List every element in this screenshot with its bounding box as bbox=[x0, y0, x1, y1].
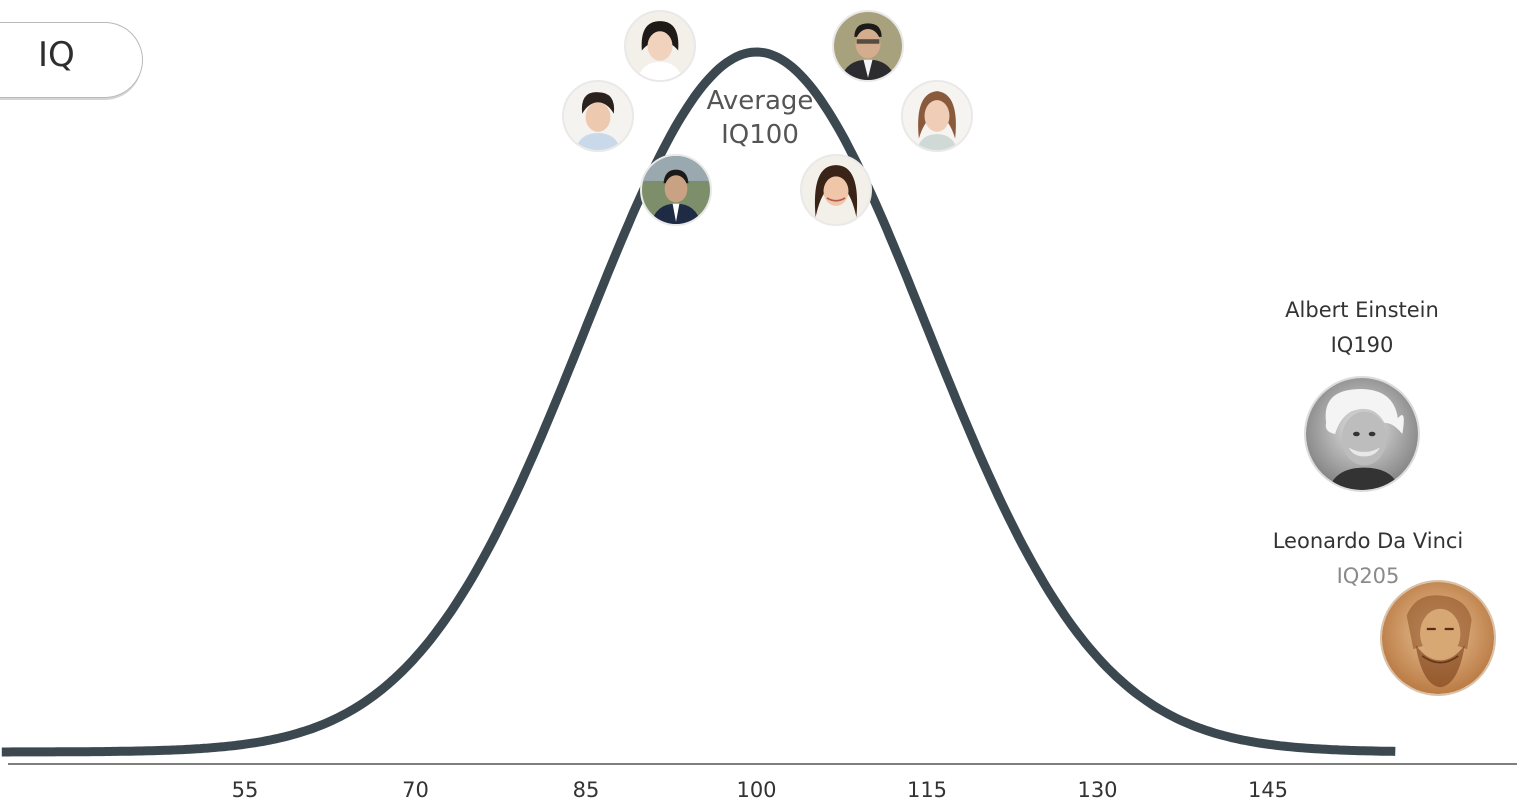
x-tick-label-115: 115 bbox=[907, 778, 947, 802]
x-tick-labels: 55 70 85 100 115 130 145 bbox=[232, 778, 1288, 802]
x-tick-label-145: 145 bbox=[1248, 778, 1288, 802]
person-avatar-6 bbox=[800, 154, 872, 226]
person-avatar-3 bbox=[640, 154, 712, 226]
davinci-portrait bbox=[1380, 580, 1496, 696]
einstein-iq: IQ190 bbox=[1330, 333, 1394, 357]
person-avatar-5 bbox=[901, 80, 973, 152]
title-tab-label: IQ bbox=[38, 35, 75, 75]
davinci-iq: IQ205 bbox=[1336, 564, 1400, 588]
average-line2: IQ100 bbox=[721, 120, 799, 150]
x-tick-label-85: 85 bbox=[573, 778, 600, 802]
average-annotation: Average IQ100 bbox=[700, 84, 820, 152]
person-avatar-1 bbox=[624, 10, 696, 82]
title-tab bbox=[0, 22, 143, 98]
x-tick-label-130: 130 bbox=[1077, 778, 1117, 802]
davinci-name: Leonardo Da Vinci bbox=[1272, 529, 1464, 553]
einstein-name: Albert Einstein bbox=[1285, 298, 1439, 322]
x-tick-label-55: 55 bbox=[232, 778, 259, 802]
x-tick-label-100: 100 bbox=[736, 778, 776, 802]
person-avatar-4 bbox=[832, 10, 904, 82]
person-avatar-2 bbox=[562, 80, 634, 152]
x-tick-label-70: 70 bbox=[402, 778, 429, 802]
bell-curve-line bbox=[1, 47, 1396, 757]
average-line1: Average bbox=[706, 86, 814, 116]
einstein-portrait bbox=[1304, 376, 1420, 492]
